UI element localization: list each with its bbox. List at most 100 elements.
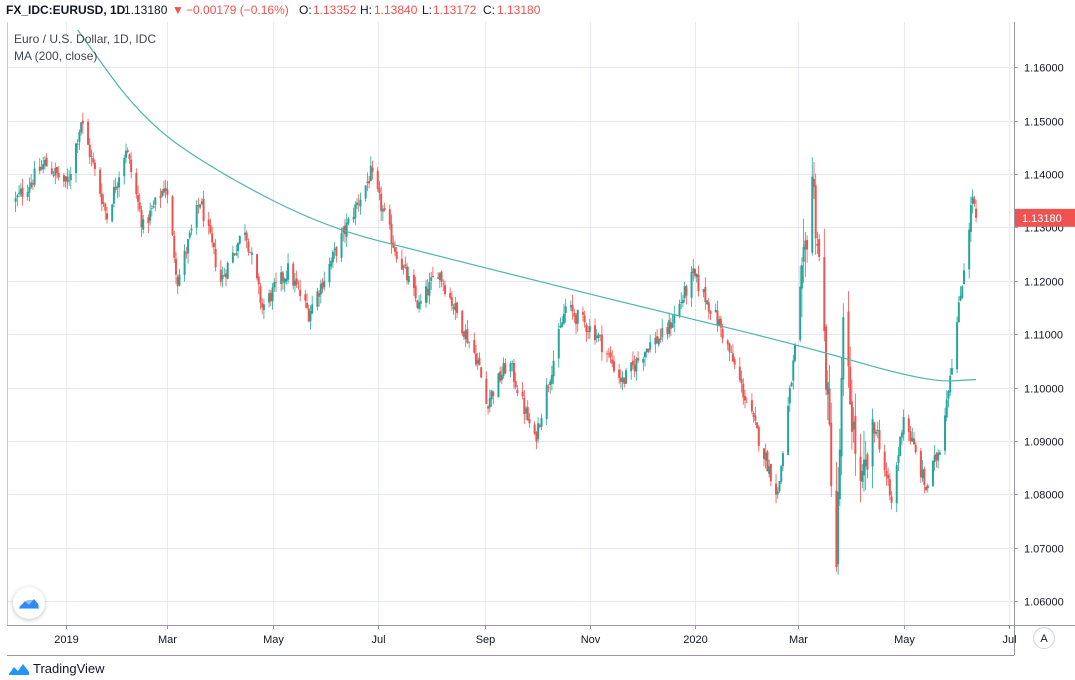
candle-body — [118, 177, 121, 188]
candle-body — [842, 317, 845, 380]
x-tick-label: Mar — [789, 634, 808, 646]
candle-body — [925, 487, 928, 491]
candle-body — [864, 459, 867, 467]
x-tick-label: May — [894, 634, 915, 646]
candle-body — [573, 312, 576, 317]
candle-body — [416, 300, 419, 308]
brand-name[interactable]: TradingView — [33, 661, 105, 676]
y-tick-label: 1.11000 — [1024, 330, 1063, 342]
candle-body — [404, 264, 407, 266]
candle-body — [969, 205, 972, 232]
candle-body — [826, 382, 829, 395]
candle-body — [706, 300, 709, 305]
candle-body — [100, 193, 103, 205]
candle-body — [914, 444, 917, 453]
candle-body — [752, 412, 755, 417]
candle-body — [343, 225, 346, 235]
candle-body — [900, 432, 903, 438]
candle-body — [364, 185, 367, 199]
candle-body — [54, 168, 57, 176]
candle-body — [643, 351, 646, 358]
candle-body — [862, 459, 865, 476]
candle-body — [488, 398, 491, 408]
symbol-name[interactable]: FX_IDC:EURUSD, 1D — [6, 3, 126, 17]
candle-body — [787, 405, 790, 455]
candle-body — [56, 167, 59, 173]
candle-body — [212, 242, 215, 248]
candle-body — [393, 247, 396, 252]
candle-body — [788, 387, 791, 404]
candle-body — [90, 156, 93, 158]
candle-body — [331, 251, 334, 263]
candle-body — [123, 157, 126, 177]
candle-body — [437, 277, 440, 279]
tradingview-logo-badge[interactable] — [13, 587, 45, 619]
candle-body — [911, 437, 914, 442]
candle-body — [818, 239, 821, 257]
candle-body — [959, 295, 962, 301]
y-tick-label: 1.14000 — [1024, 170, 1064, 182]
candle-body — [742, 383, 745, 398]
candle-body — [502, 362, 505, 376]
candle-body — [937, 452, 940, 461]
candle-body — [16, 195, 19, 198]
candle-body — [630, 362, 633, 372]
candle-body — [612, 361, 615, 372]
candle-body — [509, 363, 512, 372]
low-label: L: — [422, 3, 433, 17]
candle-body — [838, 449, 841, 500]
candle-body — [599, 334, 602, 336]
candle-body — [78, 131, 81, 142]
candle-body — [794, 344, 797, 361]
candle-body — [161, 190, 164, 197]
candle-body — [923, 468, 926, 486]
candle-body — [478, 357, 481, 366]
ma-legend[interactable]: MA (200, close) — [14, 49, 98, 63]
candle-body — [281, 272, 284, 282]
candle-body — [618, 369, 621, 378]
candle-body — [504, 363, 507, 374]
candle-body — [757, 426, 760, 446]
price-axis[interactable]: 1.160001.150001.140001.130001.120001.110… — [1014, 63, 1064, 609]
candle-body — [454, 303, 457, 311]
candle-body — [442, 283, 445, 285]
candle-body — [209, 225, 212, 233]
chart-title: Euro / U.S. Dollar, 1D, IDC — [14, 32, 157, 46]
candle-body — [114, 187, 117, 191]
candle-body — [673, 314, 676, 324]
candle-body — [545, 384, 548, 419]
candle-body — [309, 311, 312, 322]
candle-body — [64, 176, 67, 182]
candle-body — [837, 491, 840, 565]
candle-body — [802, 246, 805, 262]
candle-body — [259, 286, 262, 303]
candle-body — [814, 185, 817, 239]
candle-body — [106, 213, 109, 220]
auto-scale-button[interactable]: A — [1033, 627, 1055, 649]
candle-body — [69, 174, 72, 181]
last-price-tag: 1.13180 — [1015, 208, 1075, 227]
candle-body — [392, 242, 395, 248]
candle-body — [902, 417, 905, 435]
candle-body — [176, 276, 179, 287]
candle-body — [956, 322, 959, 370]
candle-body — [514, 381, 517, 388]
candle-body — [26, 192, 29, 198]
candle-body — [171, 196, 174, 236]
candle-body — [849, 366, 852, 405]
time-axis[interactable]: 2019 Mar May Jul Sep Nov 2020 Mar May Jul — [54, 625, 1017, 646]
candle-body — [306, 302, 309, 308]
candle-body — [438, 273, 441, 281]
candle-body — [669, 322, 672, 329]
candle-body — [231, 252, 234, 263]
candle-body — [866, 454, 869, 470]
candle-body — [750, 400, 753, 412]
candle-body — [780, 466, 783, 482]
candle-body — [576, 310, 579, 324]
candle-body — [269, 292, 272, 302]
candle-body — [395, 251, 398, 260]
last-price-tag-background — [1015, 208, 1075, 227]
candle-body — [366, 181, 369, 183]
candle-body — [694, 269, 697, 276]
